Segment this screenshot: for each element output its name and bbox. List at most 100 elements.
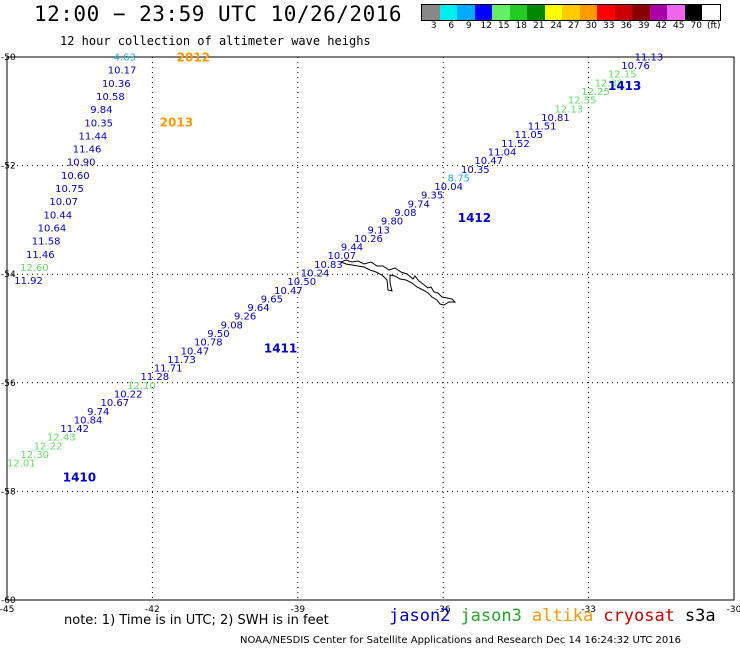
pass-number-label: 1413 — [608, 79, 641, 93]
lat-tick-label: -50 — [1, 53, 16, 63]
wave-height-value: 10.83 — [314, 260, 343, 271]
wave-height-value: 9.64 — [247, 303, 269, 314]
lat-tick-label: -58 — [1, 487, 16, 497]
south-georgia-coastline — [339, 259, 457, 306]
wave-height-value: 9.26 — [234, 312, 256, 323]
wave-height-value: 9.80 — [381, 217, 403, 228]
colorbar-label: 21 — [533, 21, 545, 31]
colorbar-swatch — [439, 5, 457, 20]
legend-item-cryosat: cryosat — [603, 606, 675, 626]
pass-labels: 2012 2013 1413 1412 1411 1410 — [63, 50, 642, 484]
wave-height-value: 9.74 — [408, 199, 430, 210]
wave-height-value: 9.08 — [221, 320, 243, 331]
lon-tick-label: -33 — [581, 605, 596, 615]
colorbar-label: 6 — [448, 21, 455, 31]
legend-item-altika: altika — [531, 606, 594, 626]
wave-height-tracks: 4.63 10.17 10.36 10.58 9.84 10.35 11.44 11.46 10… — [7, 52, 663, 469]
satellite-legend: jason2 jason3 altika cryosat s3a — [389, 606, 726, 626]
legend-item-jason3: jason3 — [460, 606, 522, 626]
wave-height-value: 10.67 — [100, 398, 129, 409]
wave-height-value: 9.44 — [341, 243, 363, 254]
wave-height-value: 10.35 — [84, 118, 113, 129]
legend-item-s3a: s3a — [684, 606, 716, 626]
wave-height-value: 10.50 — [287, 277, 316, 288]
axis-tick-labels: -45 -42 -39 -36 -33 -30 -50 -52 -54 -56 -58 -60 — [0, 53, 740, 615]
wave-height-value: 11.28 — [141, 372, 170, 383]
wave-height-colorbar: 3 6 9 12 15 18 21 24 27 30 33 36 39 42 45 70 (ft) — [421, 4, 721, 31]
lon-tick-label: -36 — [436, 605, 451, 615]
wave-height-value: 11.58 — [32, 237, 61, 248]
colorbar-labels: 3 6 9 12 15 18 21 24 27 30 33 36 39 42 45 70 (ft) — [421, 21, 721, 31]
colorbar-label: 15 — [498, 21, 510, 31]
pass-number-label: 1410 — [63, 471, 96, 485]
wave-height-value: 4.63 — [114, 52, 136, 63]
wave-height-value: 10.07 — [49, 197, 78, 208]
wave-height-value: 10.75 — [55, 184, 84, 195]
wave-height-value: 12.43 — [47, 433, 76, 444]
lat-tick-label: -56 — [1, 379, 16, 389]
colorbar-swatch — [509, 5, 527, 20]
wave-height-value: 9.84 — [90, 105, 112, 116]
wave-height-value: 12.30 — [20, 450, 49, 461]
wave-height-value: 10.90 — [67, 158, 96, 169]
colorbar-swatch — [544, 5, 562, 20]
lat-tick-label: -52 — [1, 162, 16, 172]
colorbar-label: 45 — [673, 21, 685, 31]
pass-number-label: 2012 — [177, 50, 210, 64]
wave-height-value: 10.76 — [621, 61, 650, 72]
wave-height-value: 10.17 — [108, 66, 137, 77]
colorbar-swatch — [457, 5, 475, 20]
wave-height-value: 12.22 — [34, 441, 63, 452]
colorbar-label: 18 — [515, 21, 527, 31]
lon-tick-label: -42 — [145, 605, 160, 615]
wave-height-value: 10.78 — [194, 338, 223, 349]
wave-height-value: 12.55 — [568, 96, 597, 107]
wave-height-value: 10.47 — [474, 156, 503, 167]
colorbar-label: 39 — [638, 21, 650, 31]
wave-height-value: 10.47 — [274, 286, 303, 297]
lat-tick-label: -60 — [1, 596, 16, 606]
wave-height-value: 11.42 — [60, 424, 89, 435]
colorbar-label: 36 — [620, 21, 632, 31]
wave-height-value: 11.92 — [14, 276, 43, 287]
wave-height-value: 12.10 — [127, 381, 156, 392]
pass-number-label: 1412 — [458, 211, 491, 225]
map-frame — [6, 56, 735, 601]
colorbar-swatch — [474, 5, 492, 20]
wave-height-value: 12.01 — [7, 459, 36, 470]
lon-tick-label: -30 — [727, 605, 740, 615]
wave-height-value: 9.08 — [394, 208, 416, 219]
lon-tick-label: -39 — [290, 605, 305, 615]
wave-height-value: 9.13 — [368, 225, 390, 236]
colorbar-swatch — [422, 5, 440, 20]
lat-lon-grid — [6, 56, 735, 601]
wave-height-value: 9.35 — [421, 191, 443, 202]
wave-height-value: 12.15 — [608, 70, 637, 81]
wave-height-value: 12.13 — [555, 104, 584, 115]
wave-height-value: 11.05 — [514, 130, 543, 141]
wave-height-value: 11.44 — [79, 131, 108, 142]
map-title: 12:00 − 23:59 UTC 10/26/2016 — [34, 2, 403, 26]
colorbar-label: 12 — [480, 21, 492, 31]
colorbar-label: 30 — [585, 21, 597, 31]
wave-height-value: 10.35 — [461, 165, 490, 176]
wave-height-value: 8.75 — [448, 173, 470, 184]
wave-height-value: 10.07 — [327, 251, 356, 262]
lat-tick-label: -54 — [1, 270, 16, 280]
colorbar-label: 9 — [465, 21, 472, 31]
colorbar-unit: (ft) — [707, 21, 721, 31]
colorbar-swatch — [562, 5, 580, 20]
wave-height-value: 11.46 — [26, 250, 55, 261]
lon-tick-label: -45 — [0, 605, 14, 615]
colorbar-swatch — [579, 5, 597, 20]
wave-height-value: 12.38 — [595, 78, 624, 89]
colorbar-swatches — [421, 4, 721, 21]
colorbar-label: 33 — [603, 21, 615, 31]
wave-height-value: 11.51 — [528, 122, 557, 133]
wave-height-value: 10.26 — [354, 234, 383, 245]
wave-height-value: 10.36 — [102, 79, 131, 90]
wave-height-value: 11.52 — [501, 139, 530, 150]
wave-height-value: 10.84 — [74, 415, 103, 426]
legend-item-jason2: jason2 — [389, 606, 451, 626]
